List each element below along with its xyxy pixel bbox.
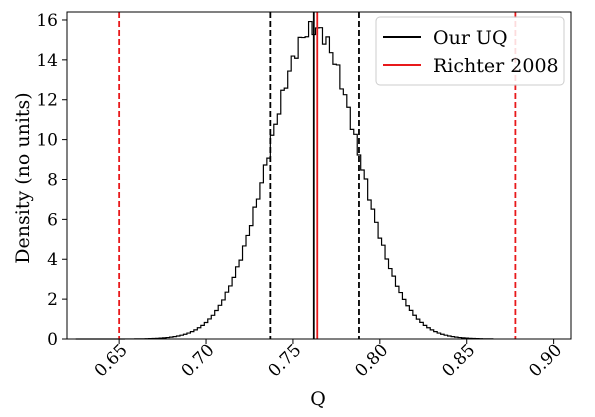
y-tick-label: 10 (36, 131, 58, 151)
x-axis-ticks: 0.65 0.70 0.75 0.80 0.85 0.90 (91, 339, 566, 381)
y-tick-label: 8 (47, 170, 58, 190)
y-axis-label: Density (no units) (12, 92, 34, 263)
legend-label-richter-2008: Richter 2008 (433, 55, 559, 77)
y-tick-label: 14 (36, 51, 58, 71)
y-tick-label: 0 (47, 330, 58, 350)
x-tick-label: 0.80 (351, 340, 392, 381)
y-tick-label: 12 (36, 91, 58, 111)
x-tick-label: 0.65 (91, 340, 132, 381)
legend: Our UQ Richter 2008 (375, 16, 565, 86)
histogram-outline (75, 20, 494, 340)
y-tick-label: 6 (47, 210, 58, 230)
x-tick-label: 0.90 (525, 340, 566, 381)
x-tick-label: 0.70 (178, 340, 219, 381)
x-axis-label: Q (310, 388, 326, 410)
legend-box (375, 16, 565, 86)
axes-frame (66, 11, 572, 340)
y-tick-label: 16 (36, 11, 58, 31)
x-tick-label: 0.85 (438, 340, 479, 381)
y-tick-label: 2 (47, 290, 58, 310)
y-axis-ticks: 0 2 4 6 8 10 12 14 16 (36, 11, 67, 350)
legend-label-our-uq: Our UQ (433, 27, 508, 49)
x-tick-label: 0.75 (265, 340, 306, 381)
y-tick-label: 4 (47, 250, 58, 270)
